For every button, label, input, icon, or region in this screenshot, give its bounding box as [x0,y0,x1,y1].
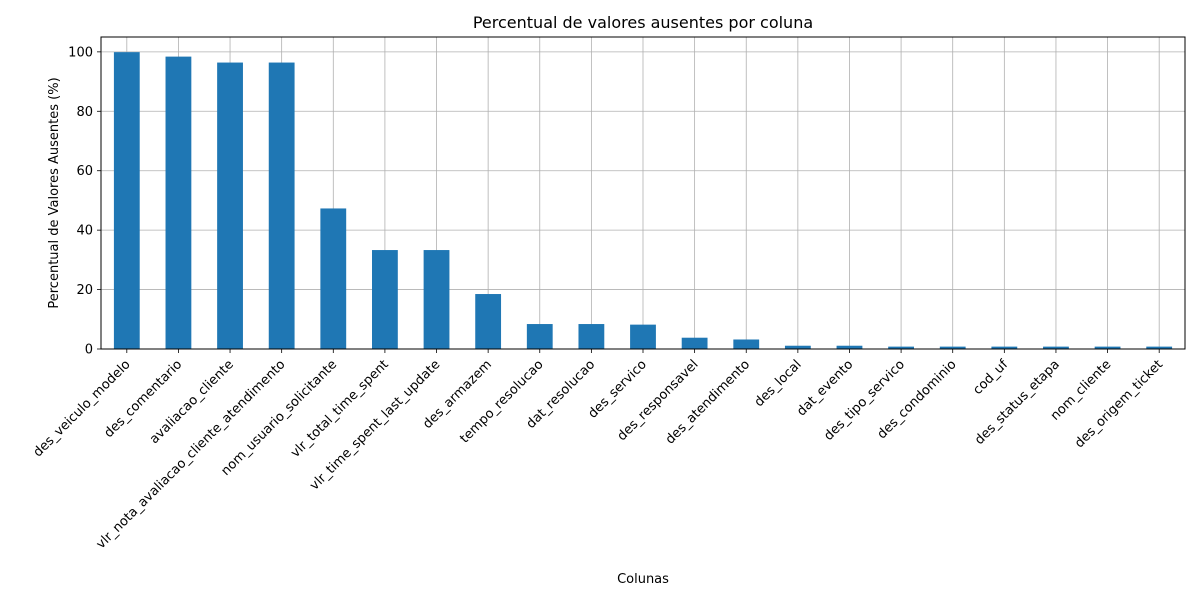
bar [836,345,863,349]
bars-layer [113,52,1173,350]
x-tick-label: cod_uf [970,357,1011,398]
bar [939,346,966,349]
bar [1146,346,1173,349]
bar [217,62,243,349]
y-tick-label: 100 [68,45,93,60]
bar [320,208,347,349]
y-tick-label: 0 [85,343,93,358]
bar [991,346,1018,349]
y-tick-label: 40 [76,224,93,239]
x-axis: des_veiculo_modelodes_comentarioavaliaca… [31,349,1166,552]
x-tick-label: vlr_total_time_spent [288,357,392,461]
y-axis-label: Percentual de Valores Ausentes (%) [47,77,62,308]
bar [1094,346,1121,349]
bar [165,56,192,350]
y-tick-label: 80 [76,105,93,120]
bar [526,324,553,349]
bar [1043,346,1069,349]
bar [578,324,605,349]
bar [784,345,811,349]
bar [733,339,760,349]
bar [630,324,656,349]
y-tick-label: 20 [76,283,93,298]
bar [423,250,450,349]
bar [372,250,398,349]
y-axis: 0 20 40 60 80 100 [68,45,101,358]
bar [475,294,502,349]
chart-title: Percentual de valores ausentes por colun… [473,13,813,32]
x-tick-label: vlr_nota_avaliacao_cliente_atendimento [94,357,289,552]
x-tick-label: des_veiculo_modelo [31,357,134,460]
bar [113,52,140,349]
y-tick-label: 60 [76,164,93,179]
bar [268,62,295,349]
x-axis-label: Colunas [617,572,669,587]
grid-layer [101,37,1185,350]
x-tick-label: des_origem_ticket [1072,357,1166,451]
bar [888,346,914,349]
x-tick-label: des_local [752,357,805,410]
bar [681,337,708,349]
